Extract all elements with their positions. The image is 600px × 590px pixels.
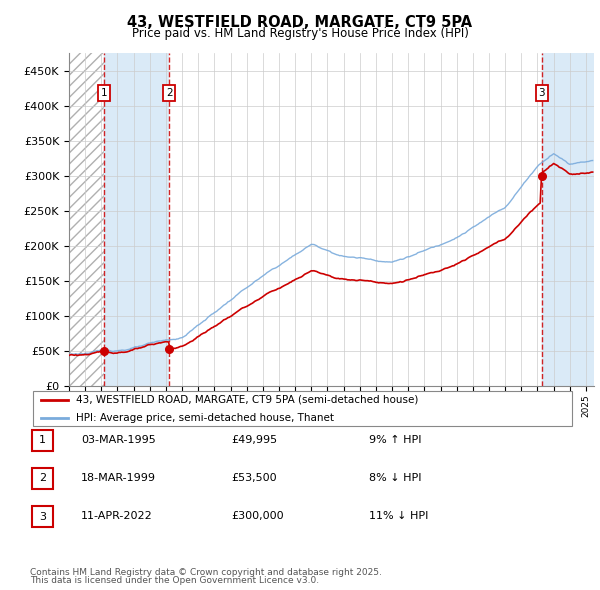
Text: 3: 3 (39, 512, 46, 522)
Text: 3: 3 (539, 88, 545, 98)
Text: 2: 2 (39, 474, 46, 483)
Bar (542, 53, 594, 386)
Text: 11-APR-2022: 11-APR-2022 (81, 512, 153, 521)
Text: 43, WESTFIELD ROAD, MARGATE, CT9 5PA (semi-detached house): 43, WESTFIELD ROAD, MARGATE, CT9 5PA (se… (76, 395, 419, 405)
Text: This data is licensed under the Open Government Licence v3.0.: This data is licensed under the Open Gov… (30, 576, 319, 585)
Text: 11% ↓ HPI: 11% ↓ HPI (369, 512, 428, 521)
Text: £49,995: £49,995 (231, 435, 277, 444)
Text: £300,000: £300,000 (231, 512, 284, 521)
Text: 43, WESTFIELD ROAD, MARGATE, CT9 5PA: 43, WESTFIELD ROAD, MARGATE, CT9 5PA (127, 15, 473, 30)
Bar (104, 53, 169, 386)
Text: 8% ↓ HPI: 8% ↓ HPI (369, 473, 421, 483)
Text: 03-MAR-1995: 03-MAR-1995 (81, 435, 156, 444)
Text: Contains HM Land Registry data © Crown copyright and database right 2025.: Contains HM Land Registry data © Crown c… (30, 568, 382, 577)
Text: HPI: Average price, semi-detached house, Thanet: HPI: Average price, semi-detached house,… (76, 413, 334, 423)
FancyBboxPatch shape (32, 430, 53, 451)
Text: 9% ↑ HPI: 9% ↑ HPI (369, 435, 421, 444)
Text: 18-MAR-1999: 18-MAR-1999 (81, 473, 156, 483)
Text: Price paid vs. HM Land Registry's House Price Index (HPI): Price paid vs. HM Land Registry's House … (131, 27, 469, 40)
FancyBboxPatch shape (32, 506, 53, 527)
FancyBboxPatch shape (33, 391, 572, 426)
Text: 2: 2 (166, 88, 173, 98)
Bar (69, 53, 104, 386)
Text: £53,500: £53,500 (231, 473, 277, 483)
Bar (169, 53, 542, 386)
Text: 1: 1 (101, 88, 107, 98)
Text: 1: 1 (39, 435, 46, 445)
FancyBboxPatch shape (32, 468, 53, 489)
